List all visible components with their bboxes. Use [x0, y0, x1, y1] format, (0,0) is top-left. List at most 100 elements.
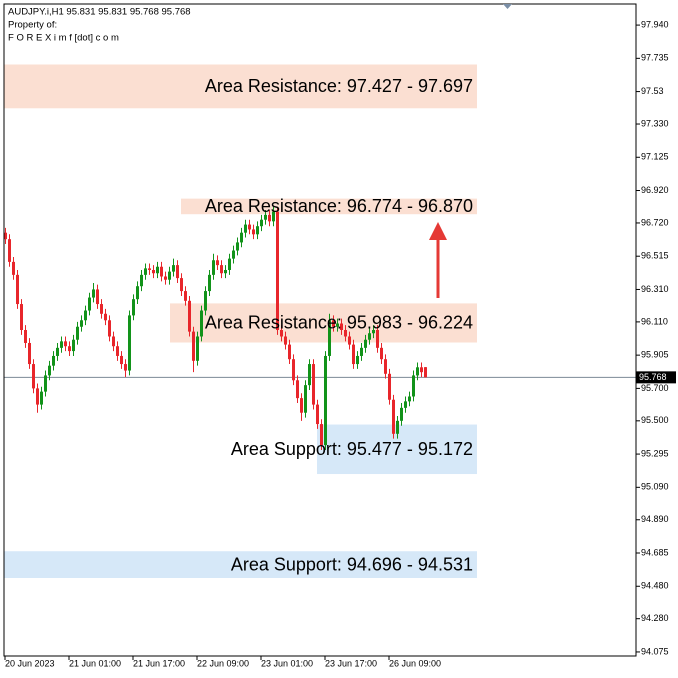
candle-body	[328, 320, 331, 356]
candle-body	[24, 330, 27, 343]
candle-body	[420, 367, 423, 373]
y-tick-label: 95.090	[641, 482, 669, 492]
candle-body	[168, 271, 171, 280]
candle-body	[296, 380, 299, 399]
candle-body	[408, 396, 411, 402]
last-price-label: 95.768	[639, 372, 667, 382]
candle-body	[72, 339, 75, 352]
y-tick-label: 94.890	[641, 514, 669, 524]
candle-body	[32, 364, 35, 389]
candle-body	[344, 330, 347, 337]
candle-body	[300, 398, 303, 413]
candle-body	[100, 304, 103, 314]
candle-body	[276, 211, 279, 330]
candle-body	[28, 342, 31, 365]
y-tick-label: 97.940	[641, 19, 669, 29]
x-tick-label: 23 Jun 01:00	[261, 658, 313, 668]
candle-body	[348, 336, 351, 345]
candle-body	[216, 260, 219, 266]
candle-body	[8, 239, 11, 262]
y-tick-label: 95.500	[641, 415, 669, 425]
candle-body	[40, 391, 43, 405]
y-tick-label: 97.125	[641, 152, 669, 162]
candle-body	[380, 347, 383, 360]
y-tick-label: 96.110	[641, 316, 668, 326]
zones	[4, 64, 477, 578]
candle-body	[156, 266, 159, 274]
y-tick-label: 96.720	[641, 217, 669, 227]
candle-body	[228, 258, 231, 270]
candle-body	[336, 323, 339, 327]
candle-body	[220, 265, 223, 274]
candle-body	[260, 219, 263, 227]
header-site: F O R E X i m f [dot] c o m	[8, 33, 119, 44]
candle-body	[36, 388, 39, 405]
candle-body	[316, 404, 319, 425]
candle-body	[164, 276, 167, 280]
candle-body	[196, 336, 199, 361]
y-tick-label: 94.075	[641, 646, 669, 656]
candle-body	[284, 336, 287, 345]
candle-body	[204, 291, 207, 311]
candle-body	[248, 224, 251, 230]
candle-body	[120, 355, 123, 365]
candle-body	[320, 424, 323, 446]
candle-body	[76, 326, 79, 340]
candle-body	[308, 364, 311, 386]
candle-body	[132, 299, 135, 316]
candle-body	[96, 289, 99, 305]
candle-body	[80, 320, 83, 327]
y-tick-label: 94.280	[641, 613, 669, 623]
candle-body	[184, 291, 187, 301]
candle-body	[372, 330, 375, 334]
candle-body	[92, 289, 95, 298]
candle-body	[200, 310, 203, 337]
candle-body	[288, 344, 291, 360]
candle-body	[272, 211, 275, 222]
candle-body	[108, 320, 111, 337]
y-tick-label: 94.685	[641, 547, 669, 557]
candle-body	[136, 286, 139, 300]
y-tick-label: 97.53	[641, 86, 664, 96]
candle-body	[188, 300, 191, 332]
candle-body	[312, 364, 315, 405]
candle-body	[236, 242, 239, 251]
candle-body	[396, 420, 399, 434]
y-tick-label: 94.480	[641, 581, 669, 591]
candle-body	[20, 304, 23, 330]
zone	[4, 551, 477, 578]
x-tick-label: 21 Jun 17:00	[133, 658, 185, 668]
candle-body	[368, 333, 371, 340]
candle-body	[172, 265, 175, 272]
zone-label: Area Resistance: 96.774 - 96.870	[205, 196, 473, 216]
header-symbol: AUDJPY.i,H1 95.831 95.831 95.768 95.768	[8, 7, 191, 18]
candle-body	[84, 310, 87, 321]
candle-body	[264, 214, 267, 220]
zone	[170, 303, 477, 343]
zone-label: Area Resistance: 95.983 - 96.224	[205, 313, 473, 333]
x-tick-label: 26 Jun 09:00	[389, 658, 441, 668]
y-tick-label: 97.735	[641, 53, 669, 63]
candle-body	[192, 331, 195, 361]
candle-body	[244, 224, 247, 233]
candle-body	[392, 399, 395, 434]
zone	[181, 198, 477, 215]
candle-body	[332, 320, 335, 327]
candle-body	[180, 278, 183, 292]
header-owner: Property of:	[8, 20, 57, 31]
candle-body	[44, 375, 47, 392]
y-tick-label: 97.330	[641, 118, 669, 128]
candle-body	[280, 330, 283, 337]
x-tick-label: 20 Jun 2023	[5, 658, 55, 668]
x-tick-label: 21 Jun 01:00	[69, 658, 121, 668]
candle-body	[412, 375, 415, 397]
candle-body	[232, 250, 235, 259]
last-price-tag	[636, 371, 676, 384]
candle-body	[88, 297, 91, 311]
zone-label: Area Support: 94.696 - 94.531	[231, 554, 473, 574]
zone-label: Area Resistance: 97.427 - 97.697	[205, 76, 473, 96]
candle-body	[140, 274, 143, 287]
candle-body	[124, 364, 127, 371]
candle-body	[268, 214, 271, 222]
candle-body	[48, 365, 51, 376]
